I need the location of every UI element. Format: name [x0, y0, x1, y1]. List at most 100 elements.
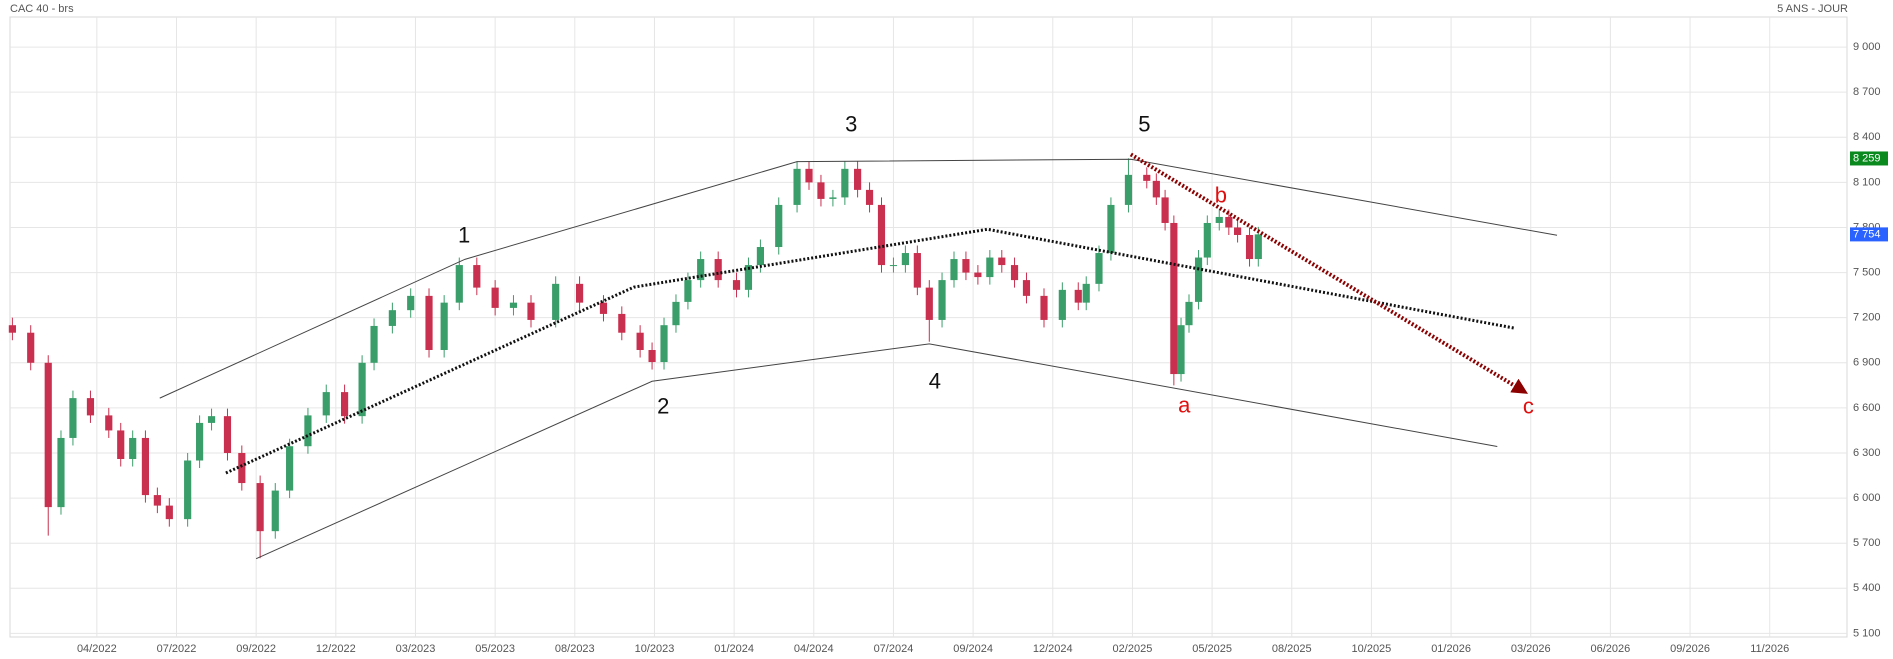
candle-body [57, 437, 65, 508]
wave-label: 2 [657, 394, 669, 419]
candle-body [86, 398, 95, 416]
x-tick-label: 09/2024 [953, 643, 993, 655]
wave-label: 5 [1138, 111, 1150, 136]
wave-label: 3 [845, 111, 857, 136]
candle-body [196, 422, 204, 461]
candle-body [27, 332, 35, 363]
candle-body [817, 182, 825, 199]
candle-body [141, 437, 150, 496]
candle-body [286, 446, 294, 491]
x-tick-label: 01/2026 [1431, 643, 1471, 655]
y-tick-label: 6 000 [1853, 492, 1881, 504]
chart-title: CAC 40 - brs [10, 3, 74, 15]
candle-body [271, 490, 279, 532]
candle-body [889, 265, 898, 267]
candle-body [440, 302, 448, 351]
y-tick-label: 7 200 [1853, 312, 1881, 324]
trend-line [1129, 152, 1529, 394]
candle-body [950, 259, 958, 281]
candle-body [184, 460, 192, 520]
candle-body [841, 168, 849, 198]
y-tick-label: 8 400 [1853, 131, 1881, 143]
candle-body [1143, 174, 1151, 181]
x-tick-label: 10/2023 [635, 643, 675, 655]
candle-body [322, 392, 330, 416]
x-tick-label: 07/2022 [157, 643, 197, 655]
y-tick-label: 7 500 [1853, 266, 1881, 278]
candle-body [340, 392, 349, 417]
x-tick-label: 01/2024 [714, 643, 754, 655]
candle-body [1074, 289, 1082, 303]
candle-body [1254, 234, 1262, 260]
candle-body [153, 495, 161, 506]
candle-body [901, 253, 909, 266]
candle-body [660, 325, 668, 363]
candle-body [256, 483, 264, 532]
candle-body [425, 295, 433, 351]
x-tick-label: 06/2026 [1591, 643, 1631, 655]
y-tick-label: 5 400 [1853, 582, 1881, 594]
candle-body [69, 398, 77, 438]
x-tick-label: 09/2026 [1670, 643, 1710, 655]
candle-body [1225, 216, 1233, 228]
price-tag [1850, 151, 1888, 166]
candle-body [974, 272, 982, 278]
x-tick-label: 12/2024 [1033, 643, 1073, 655]
candle-body [1161, 197, 1169, 223]
trend-line [255, 343, 1498, 560]
candle-body [165, 505, 173, 520]
x-tick-label: 10/2025 [1352, 643, 1392, 655]
candle-body [697, 259, 705, 281]
candle-body [998, 257, 1006, 266]
chart-subtitle: 5 ANS - JOUR [1777, 3, 1848, 15]
candle-body [636, 332, 644, 351]
candle-body [575, 283, 584, 303]
candle-body [962, 259, 970, 273]
candle-body [599, 302, 608, 314]
candle-body [732, 280, 741, 290]
x-tick-label: 04/2022 [77, 643, 117, 655]
y-tick-label: 8 700 [1853, 86, 1881, 98]
candle-body [1152, 180, 1160, 198]
y-tick-label: 6 300 [1853, 447, 1881, 459]
candle-body [986, 257, 994, 278]
candle-body [1245, 234, 1254, 260]
trend-line [225, 227, 1516, 475]
candle-body [509, 302, 518, 308]
candle-body [805, 168, 813, 183]
wave-label: 4 [929, 368, 941, 393]
candle-body [304, 415, 312, 447]
candle-body [238, 452, 246, 484]
x-tick-label: 11/2026 [1750, 643, 1789, 655]
candle-body [672, 301, 680, 326]
candle-body [8, 325, 16, 333]
x-tick-label: 09/2022 [236, 643, 276, 655]
candle-body [854, 168, 862, 190]
candle-body [223, 416, 232, 453]
x-tick-label: 07/2024 [874, 643, 914, 655]
candle-body [117, 430, 125, 459]
x-tick-label: 08/2023 [555, 643, 595, 655]
y-tick-label: 6 900 [1853, 357, 1881, 369]
candle-body [1022, 280, 1031, 296]
candle-body [1194, 257, 1203, 302]
candle-body [370, 325, 378, 363]
x-tick-label: 04/2024 [794, 643, 834, 655]
candle-body [1234, 227, 1242, 235]
price-tag [1850, 227, 1888, 242]
y-tick-label: 8 100 [1853, 176, 1881, 188]
candle-body [207, 416, 216, 423]
candle-body [1095, 253, 1103, 284]
y-tick-label: 5 100 [1853, 627, 1881, 639]
candle-body [1177, 325, 1185, 375]
candle-body [877, 204, 886, 266]
wave-label: a [1178, 392, 1191, 417]
candle-body [865, 189, 874, 205]
candle-body [1203, 222, 1211, 258]
candle-body [925, 287, 933, 320]
candle-body [618, 313, 626, 333]
candle-body [1170, 222, 1178, 375]
candle-body [775, 204, 783, 248]
